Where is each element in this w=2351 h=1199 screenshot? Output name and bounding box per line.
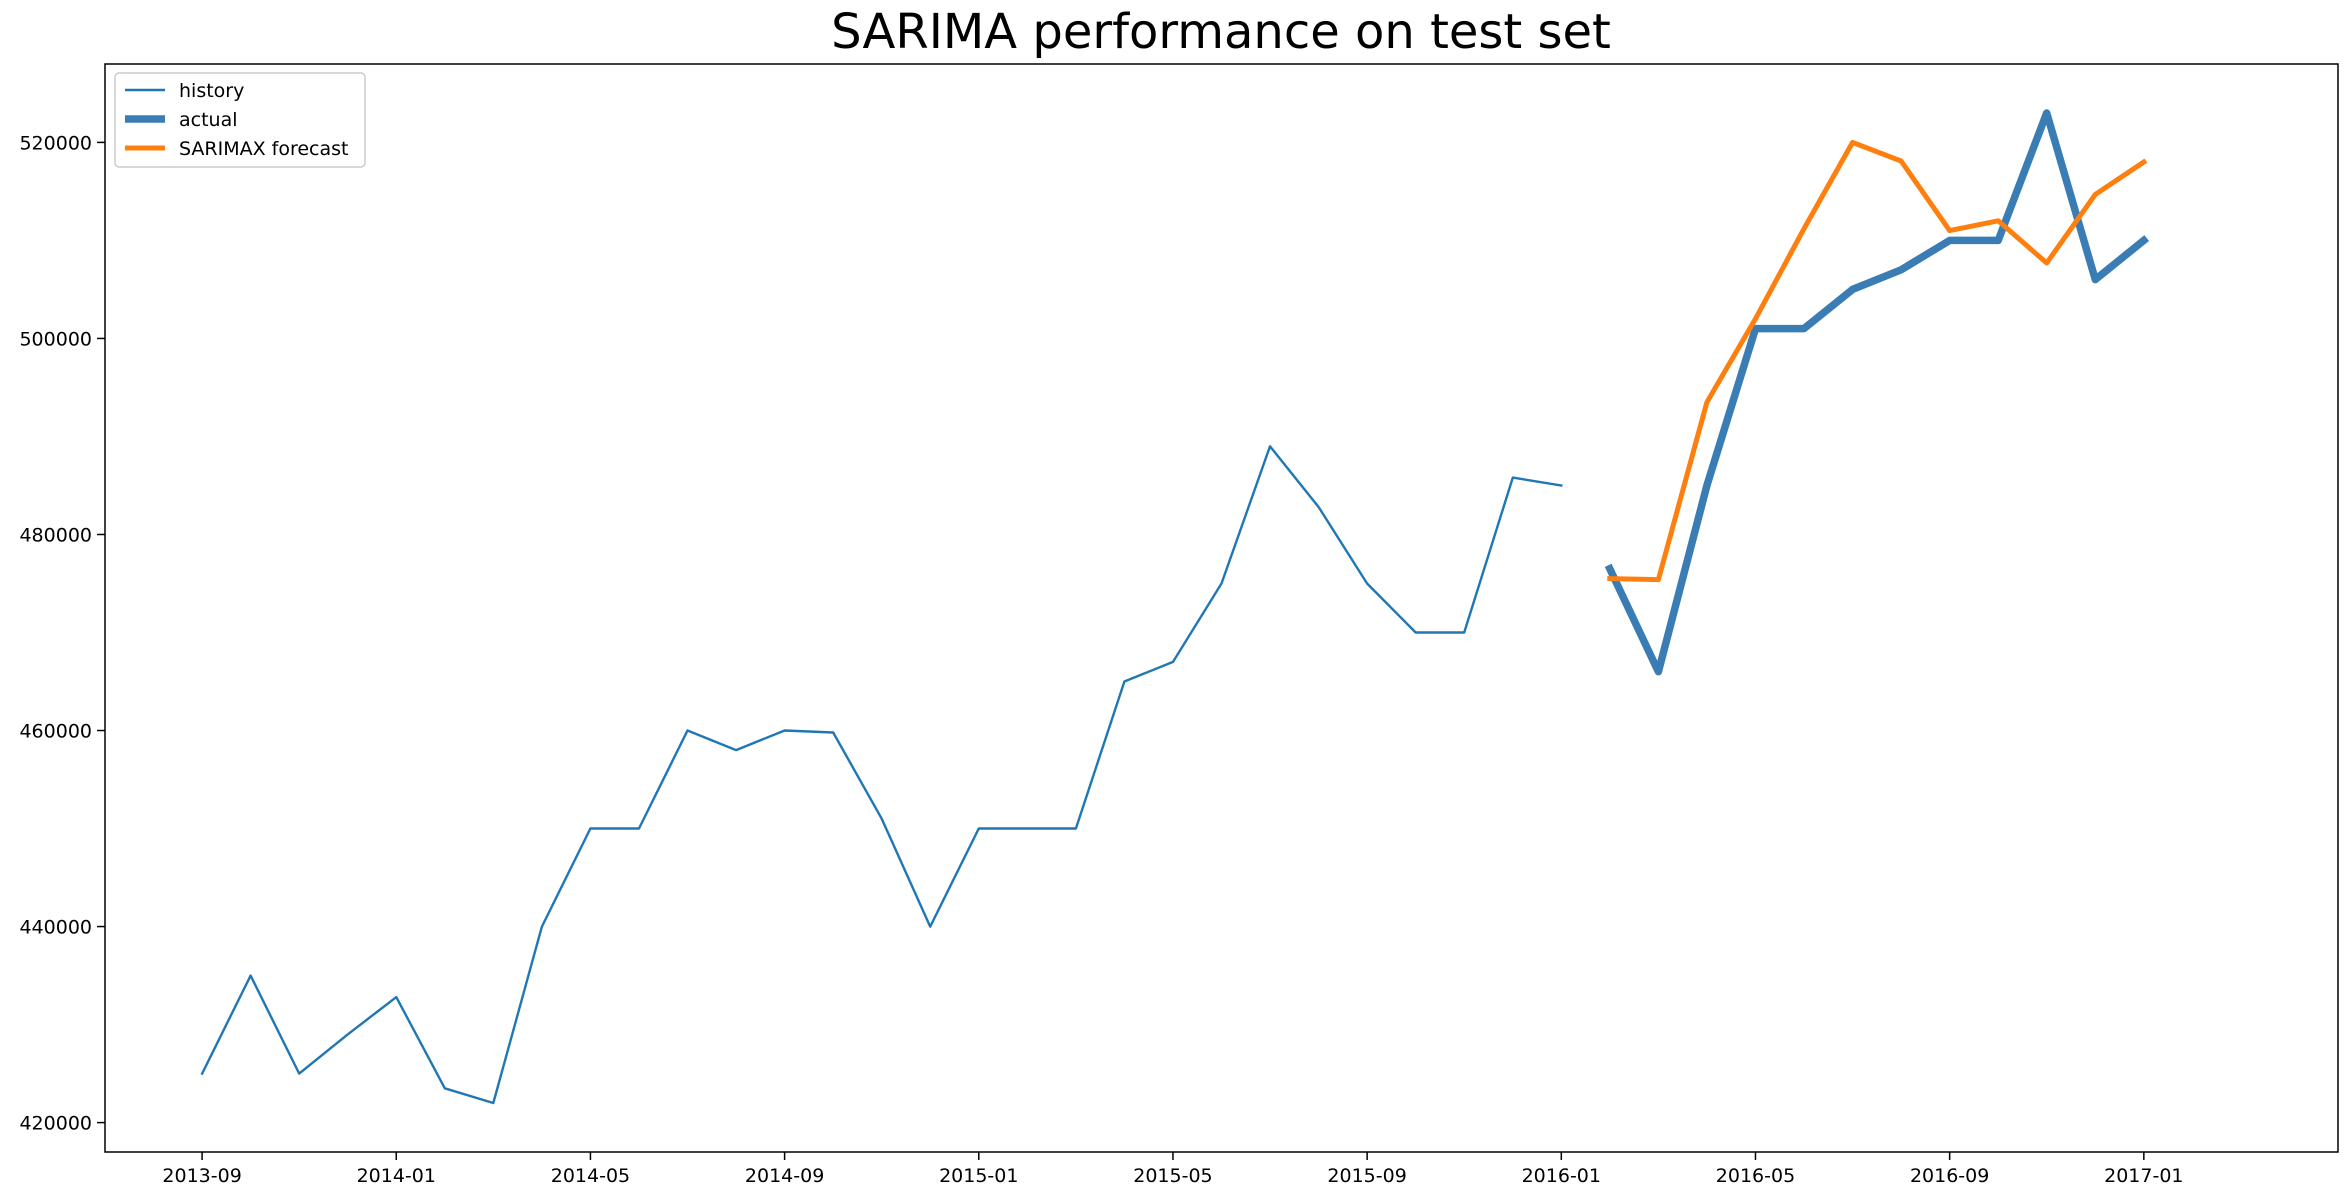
series-layer: [200, 109, 2150, 1105]
y-tick-label: 420000: [19, 1113, 92, 1135]
series-line-actual: [1604, 109, 2150, 676]
y-tick-label: 480000: [19, 524, 92, 546]
series-line-history: [200, 445, 1563, 1105]
legend-box: [114, 72, 366, 168]
x-tick-label: 2015-05: [1133, 1165, 1212, 1187]
y-tick-label: 520000: [19, 132, 92, 154]
x-tick-label: 2015-01: [939, 1165, 1018, 1187]
series-line-sarimax-forecast: [1607, 139, 2148, 583]
x-tick-label: 2017-01: [2104, 1165, 2183, 1187]
x-tick-label: 2014-01: [357, 1165, 436, 1187]
series-sarimax-forecast: [1607, 139, 2148, 583]
legend-label-sarimax-forecast: SARIMAX forecast: [179, 138, 349, 160]
series-actual: [1604, 109, 2150, 676]
plot-frame: [104, 63, 2339, 1153]
legend: history actual SARIMAX forecast: [114, 72, 366, 168]
x-tick-label: 2013-09: [162, 1165, 241, 1187]
x-axis: 2013-09 2014-01 2014-05 2014-09 2015-01 2015-…: [162, 1152, 2184, 1187]
x-tick-label: 2016-05: [1716, 1165, 1795, 1187]
y-tick-label: 440000: [19, 917, 92, 939]
y-tick-label: 500000: [19, 328, 92, 350]
x-tick-label: 2016-09: [1910, 1165, 1989, 1187]
y-axis: 420000 440000 460000 480000 500000 520000: [19, 132, 105, 1135]
legend-label-history: history: [179, 80, 244, 102]
x-tick-label: 2014-09: [745, 1165, 824, 1187]
x-tick-label: 2015-09: [1327, 1165, 1406, 1187]
x-tick-label: 2014-05: [551, 1165, 630, 1187]
x-tick-label: 2016-01: [1522, 1165, 1601, 1187]
chart-title: SARIMA performance on test set: [831, 4, 1611, 60]
legend-label-actual: actual: [179, 109, 238, 131]
series-history: [200, 445, 1563, 1105]
y-tick-label: 460000: [19, 721, 92, 743]
